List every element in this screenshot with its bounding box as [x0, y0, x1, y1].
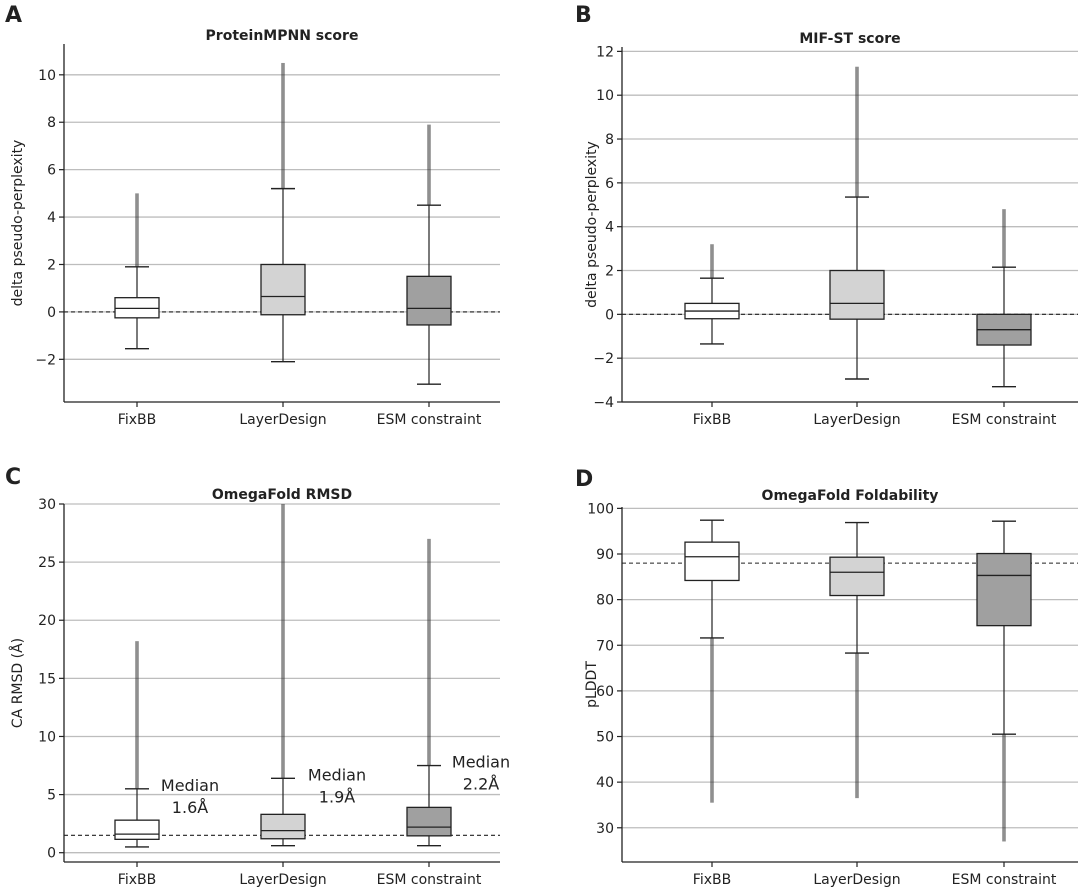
y-axis-label: delta pseudo-perplexity [10, 140, 26, 307]
x-tick-label: LayerDesign [239, 412, 326, 428]
panel-b: B MIF-ST score −4 −2 0 2 4 6 8 10 12 delta pseudo-p… [575, 3, 1078, 428]
median-annotation-label: Median [308, 765, 366, 784]
outliers [1002, 209, 1006, 268]
panel-letter: A [5, 3, 22, 28]
y-tick-label: 0 [47, 846, 56, 862]
box-2 [976, 520, 1032, 842]
box-2 [406, 124, 452, 385]
box-0 [114, 641, 160, 848]
panel-d: D OmegaFold Foldability 30 40 50 60 70 80 90 100 p… [575, 467, 1078, 888]
box-1 [260, 504, 306, 847]
y-tick-label: 6 [47, 163, 56, 179]
outliers [281, 62, 285, 189]
y-tick-label: −2 [35, 352, 56, 368]
y-tick-label: 15 [38, 671, 56, 687]
box [684, 541, 740, 582]
median-annotation-value: 1.6Å [172, 798, 208, 817]
outliers [135, 641, 139, 789]
median-annotation-value: 1.9Å [319, 787, 355, 806]
box-2 [406, 538, 452, 847]
outliers [427, 124, 431, 206]
outliers [427, 538, 431, 766]
x-tick-label: ESM constraint [377, 412, 482, 428]
y-tick-label: 10 [596, 88, 614, 104]
y-tick-label: −4 [593, 395, 614, 411]
y-tick-label: 80 [596, 593, 614, 609]
panel-title: OmegaFold Foldability [762, 488, 939, 504]
y-tick-label: 90 [596, 547, 614, 563]
x-tick-label: LayerDesign [239, 872, 326, 888]
outliers [281, 504, 285, 779]
y-tick-label: 4 [605, 220, 614, 236]
y-tick-label: 20 [38, 613, 56, 629]
y-tick-label: −2 [593, 351, 614, 367]
y-axis-label: delta pseudo-perplexity [584, 141, 600, 308]
panel-title: OmegaFold RMSD [212, 487, 352, 503]
box [406, 275, 452, 326]
box-1 [829, 521, 885, 799]
median-annotation-value: 2.2Å [463, 775, 499, 794]
box-1 [260, 62, 306, 363]
y-tick-label: 8 [47, 115, 56, 131]
panel-title: MIF-ST score [799, 31, 900, 47]
panel-title: ProteinMPNN score [206, 28, 359, 44]
box-1 [829, 66, 885, 380]
panel-letter: D [575, 467, 593, 492]
y-tick-label: 2 [605, 264, 614, 280]
y-tick-label: 8 [605, 132, 614, 148]
box [976, 552, 1032, 627]
outliers [855, 66, 859, 198]
x-tick-label: ESM constraint [952, 412, 1057, 428]
y-tick-label: 0 [605, 307, 614, 323]
outliers [1002, 734, 1006, 842]
outliers [710, 637, 714, 803]
outliers [710, 244, 714, 279]
y-tick-label: 25 [38, 555, 56, 571]
x-tick-label: LayerDesign [813, 872, 900, 888]
x-tick-label: FixBB [118, 412, 156, 428]
x-tick-label: FixBB [693, 412, 731, 428]
median-annotation-label: Median [452, 753, 510, 772]
box [114, 819, 160, 840]
box-0 [684, 244, 740, 345]
y-tick-label: 30 [38, 497, 56, 513]
x-tick-label: FixBB [118, 872, 156, 888]
box [829, 269, 885, 320]
x-tick-label: ESM constraint [952, 872, 1057, 888]
x-tick-label: ESM constraint [377, 872, 482, 888]
y-tick-label: 50 [596, 730, 614, 746]
box [260, 813, 306, 840]
y-tick-label: 5 [47, 788, 56, 804]
panel-letter: B [575, 3, 592, 28]
y-tick-label: 60 [596, 684, 614, 700]
y-tick-label: 100 [587, 501, 614, 517]
y-tick-label: 2 [47, 257, 56, 273]
y-tick-label: 10 [38, 729, 56, 745]
median-annotation-label: Median [161, 776, 219, 795]
y-tick-label: 40 [596, 775, 614, 791]
outliers [135, 193, 139, 267]
outliers [855, 653, 859, 799]
y-tick-label: 6 [605, 176, 614, 192]
y-tick-label: 10 [38, 68, 56, 84]
x-tick-label: LayerDesign [813, 412, 900, 428]
y-axis-label: pLDDT [584, 661, 600, 708]
y-tick-label: 30 [596, 821, 614, 837]
box [829, 556, 885, 597]
y-tick-label: 70 [596, 638, 614, 654]
panel-letter: C [5, 465, 21, 490]
panel-c: C OmegaFold RMSD 0 5 10 15 20 25 30 CA RMSD (Å) Fi… [5, 465, 510, 888]
y-tick-label: 4 [47, 210, 56, 226]
panel-a: A ProteinMPNN score −2 0 2 4 6 8 10 delta pseudo-… [5, 3, 500, 428]
box [260, 263, 306, 316]
box-0 [114, 193, 160, 350]
y-axis-label: CA RMSD (Å) [9, 638, 26, 728]
box-0 [684, 519, 740, 803]
x-tick-label: FixBB [693, 872, 731, 888]
box-2 [976, 209, 1032, 388]
box [406, 806, 452, 837]
y-tick-label: 12 [596, 44, 614, 60]
y-tick-label: 0 [47, 305, 56, 321]
